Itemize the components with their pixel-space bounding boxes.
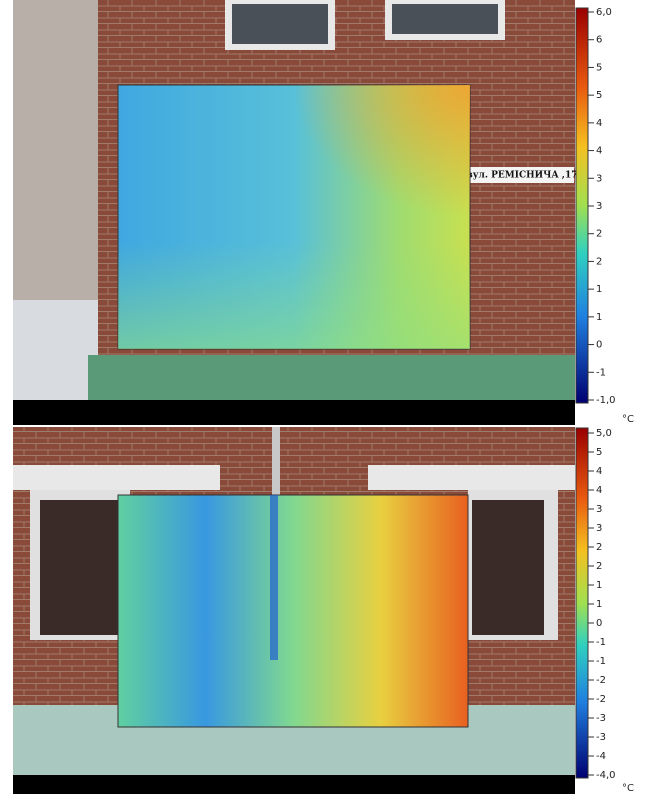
scale-label: 4 [596, 146, 602, 157]
scale-label: 5,0 [596, 428, 612, 439]
scale-label: 4 [596, 485, 602, 496]
scale-label: -1 [596, 367, 606, 378]
street-sign: вул. РЕМІСНИЧА ,17 [467, 171, 578, 181]
scale-label: 0 [596, 340, 602, 351]
bottom-color-scale [576, 428, 588, 778]
scale-label: -1,0 [596, 395, 616, 406]
top-photo: вул. РЕМІСНИЧА ,17 [13, 0, 577, 425]
scale-label: 5 [596, 62, 602, 73]
top-color-scale [576, 8, 588, 403]
scale-label: 3 [596, 173, 602, 184]
scale-label: 6 [596, 35, 602, 46]
scale-label: 5 [596, 90, 602, 101]
scale-label: 1 [596, 599, 602, 610]
scale-label: -4 [596, 751, 606, 762]
scale-label: 2 [596, 542, 602, 553]
scale-label: -3 [596, 713, 606, 724]
scale-label: 4 [596, 118, 602, 129]
scale-label: -3 [596, 732, 606, 743]
scale-label: 3 [596, 523, 602, 534]
bottom-photo [13, 427, 575, 794]
scale-unit: °C [622, 783, 634, 794]
scale-label: 2 [596, 561, 602, 572]
scale-label: -4,0 [596, 770, 616, 781]
scale-label: 1 [596, 312, 602, 323]
scale-label: 6,0 [596, 7, 612, 18]
scale-label: -2 [596, 694, 606, 705]
scale-label: 3 [596, 504, 602, 515]
scale-label: 0 [596, 618, 602, 629]
scale-label: 3 [596, 201, 602, 212]
thermal-page: вул. РЕМІСНИЧА ,17 6,0 6 5 5 4 4 3 3 2 2 1 1 0 -1 -1,0… [0, 0, 645, 794]
scale-label: 2 [596, 229, 602, 240]
scale-label: 1 [596, 284, 602, 295]
scale-label: 2 [596, 256, 602, 267]
scale-label: -2 [596, 675, 606, 686]
scale-label: -1 [596, 637, 606, 648]
scale-label: 1 [596, 580, 602, 591]
scale-label: -1 [596, 656, 606, 667]
scale-unit: °C [622, 414, 634, 425]
scale-label: 4 [596, 466, 602, 477]
scale-label: 5 [596, 447, 602, 458]
